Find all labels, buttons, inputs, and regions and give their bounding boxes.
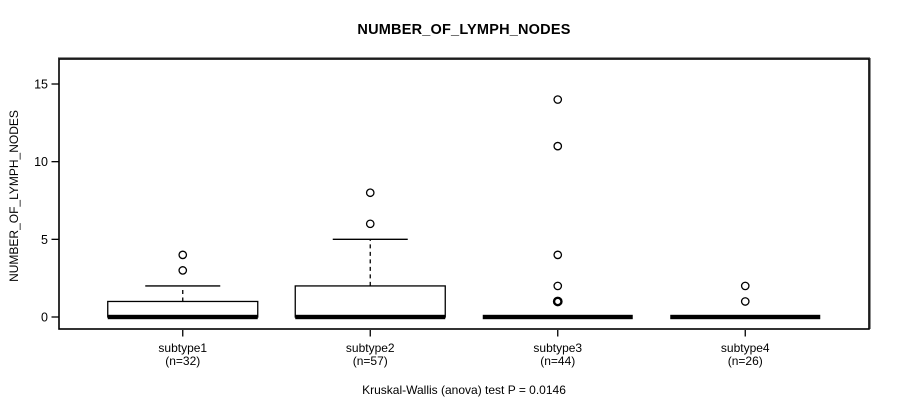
outlier-point: [553, 250, 563, 260]
x-category-sublabel: (n=57): [353, 354, 388, 368]
median-line: [295, 314, 446, 320]
median-line: [107, 314, 258, 320]
y-tick-label: 0: [41, 311, 48, 325]
chart-title: NUMBER_OF_LYMPH_NODES: [357, 22, 571, 38]
outlier-point: [553, 141, 563, 151]
x-category-label: subtype3: [533, 341, 582, 355]
outlier-point: [552, 296, 563, 307]
outlier-point: [365, 219, 375, 229]
outlier-point: [740, 281, 750, 291]
outlier-point: [178, 266, 188, 275]
x-category-sublabel: (n=44): [540, 354, 575, 368]
x-category-label: subtype1: [158, 341, 207, 355]
box: [294, 285, 446, 318]
y-tick-label: 10: [34, 155, 48, 169]
x-category-label: subtype2: [346, 341, 395, 355]
x-category-sublabel: (n=26): [728, 354, 763, 368]
x-category-sublabel: (n=32): [165, 354, 200, 368]
outlier-point: [365, 188, 375, 198]
x-category-label: subtype4: [721, 341, 770, 355]
plot-frame: [58, 58, 870, 330]
median-line: [482, 314, 633, 320]
outlier-point: [553, 281, 563, 291]
median-line: [670, 314, 821, 320]
box: [107, 300, 259, 318]
outlier-point: [553, 95, 563, 104]
y-tick-label: 15: [34, 78, 48, 92]
y-tick-label: 5: [41, 233, 48, 247]
outlier-point: [178, 250, 188, 260]
stat-test-caption: Kruskal-Wallis (anova) test P = 0.0146: [362, 383, 566, 397]
outlier-point: [740, 297, 750, 306]
